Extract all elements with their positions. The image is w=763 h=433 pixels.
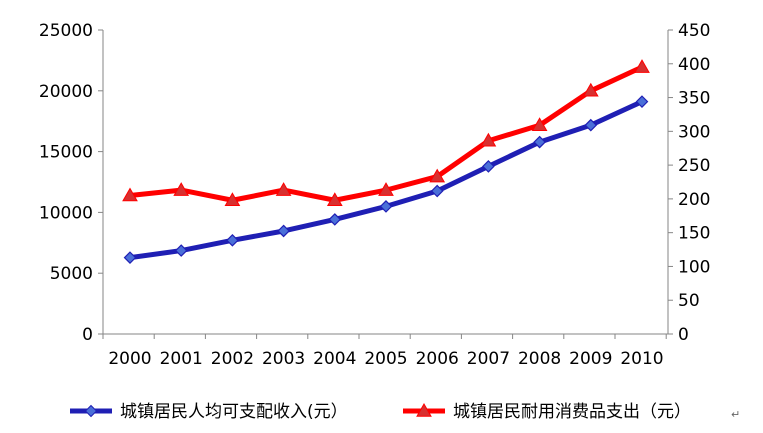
legend: 城镇居民人均可支配收入(元） 城镇居民耐用消费品支出（元）	[70, 402, 691, 422]
legend-label-durables: 城镇居民耐用消费品支出（元）	[453, 402, 691, 422]
x-tick-label: 2006	[416, 349, 459, 369]
right-tick-label: 200	[678, 190, 710, 210]
data-point-triangle	[531, 117, 548, 132]
right-tick-label: 250	[678, 156, 710, 176]
data-point-triangle	[378, 182, 394, 196]
paragraph-mark: ↵	[731, 408, 741, 421]
right-tick-label: 350	[678, 89, 710, 109]
data-point-triangle	[173, 182, 190, 196]
x-tick-label: 2008	[518, 349, 561, 369]
data-point-triangle	[275, 182, 292, 196]
data-point-diamond	[174, 244, 188, 257]
x-tick-label: 2005	[364, 349, 407, 369]
left-tick-label: 20000	[39, 82, 93, 102]
left-tick-label: 10000	[39, 203, 93, 223]
right-tick-label: 50	[678, 291, 700, 311]
data-point-triangle	[480, 132, 497, 147]
right-tick-label: 100	[678, 257, 710, 277]
data-point-diamond	[226, 233, 239, 247]
data-point-diamond	[277, 224, 290, 238]
x-tick-label: 2001	[160, 349, 203, 369]
series-layer	[122, 59, 650, 264]
left-tick-label: 25000	[39, 21, 93, 41]
x-tick-label: 2010	[620, 349, 663, 369]
series-income	[123, 95, 649, 264]
x-tick-label: 2007	[467, 349, 510, 369]
x-tick-label: 2004	[313, 349, 356, 369]
data-point-triangle	[326, 192, 343, 206]
legend-marker-income	[84, 404, 98, 418]
right-tick-label: 450	[678, 21, 710, 41]
data-point-diamond	[584, 118, 598, 132]
data-point-triangle	[634, 59, 650, 73]
right-axis-ticks: 0 50 100 150 200 250 300 350 400 450	[668, 21, 710, 345]
right-tick-label: 150	[678, 224, 710, 244]
left-axis-ticks: 0 5000 10000 15000 20000 25000	[39, 21, 103, 345]
x-tick-label: 2009	[569, 349, 612, 369]
left-tick-label: 5000	[50, 264, 93, 284]
series-durables	[122, 59, 650, 206]
x-tick-label: 2000	[108, 349, 151, 369]
x-tick-label: 2003	[262, 349, 305, 369]
data-point-diamond	[533, 135, 546, 149]
data-point-diamond	[123, 251, 137, 264]
data-point-diamond	[635, 95, 649, 108]
legend-marker-durables	[416, 402, 432, 417]
x-tick-label: 2002	[211, 349, 254, 369]
right-tick-label: 0	[678, 325, 689, 345]
data-point-triangle	[224, 192, 241, 206]
legend-label-income: 城镇居民人均可支配收入(元）	[120, 402, 348, 422]
x-axis-ticks: 2000 2001 2002 2003 2004 2005 2006 2007 2008 2009…	[102, 334, 667, 369]
data-point-diamond	[379, 200, 393, 213]
data-point-triangle	[429, 168, 446, 183]
right-tick-label: 400	[678, 55, 710, 75]
left-tick-label: 15000	[39, 143, 93, 163]
data-point-diamond	[482, 160, 495, 173]
left-tick-label: 0	[82, 325, 93, 345]
data-point-diamond	[328, 213, 342, 226]
right-tick-label: 300	[678, 122, 710, 142]
series-line	[129, 99, 644, 261]
data-point-diamond	[430, 184, 444, 198]
axes	[102, 30, 669, 335]
data-point-triangle	[122, 187, 138, 202]
data-point-triangle	[582, 82, 599, 97]
